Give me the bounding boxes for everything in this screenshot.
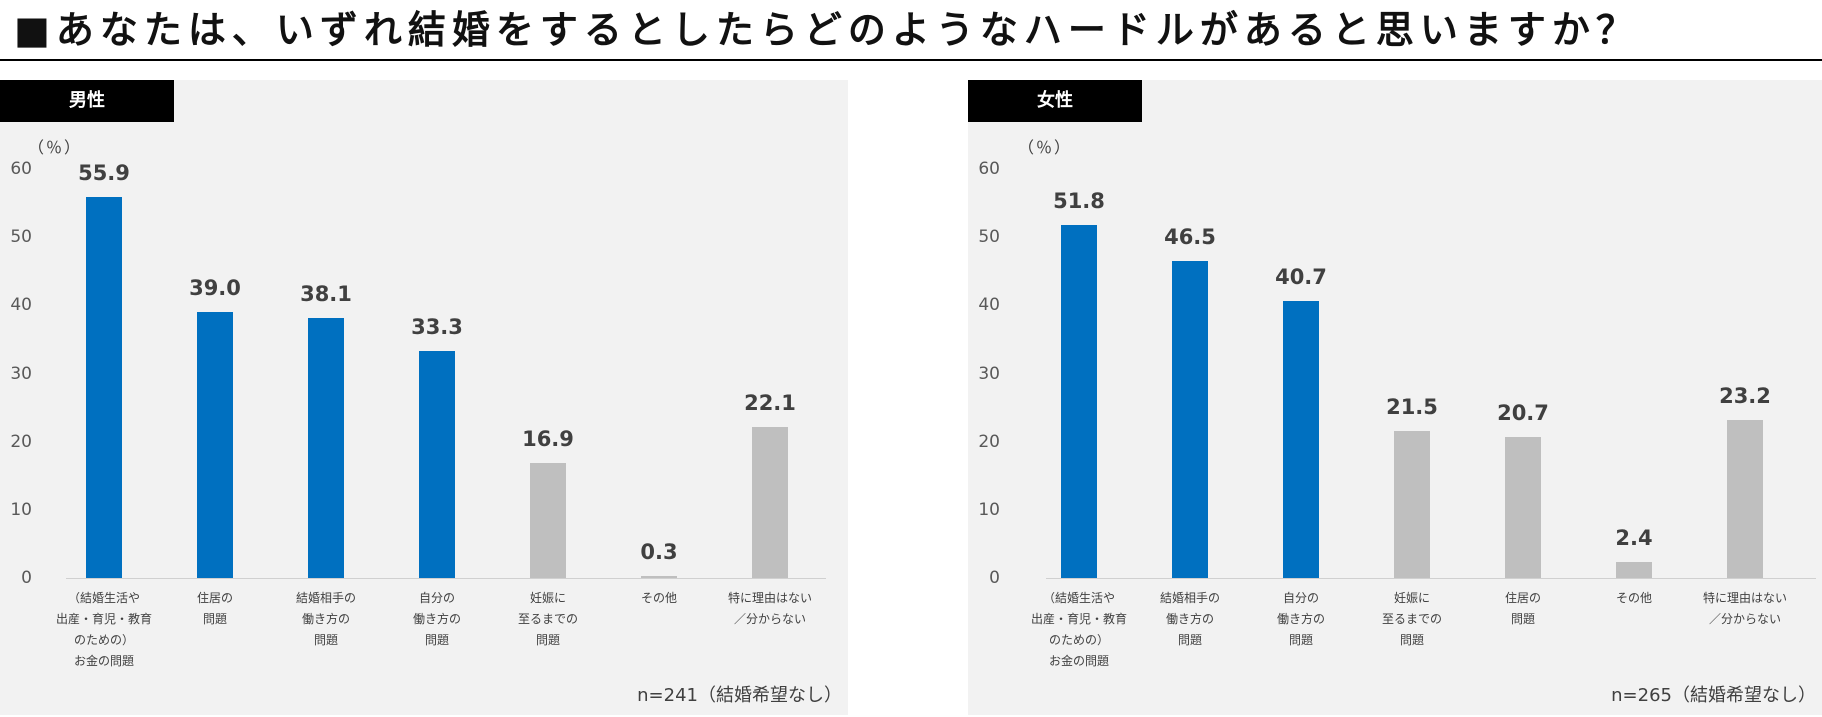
category-label: （結婚生活や 出産・育児・教育 のための） お金の問題 (1030, 591, 1127, 668)
bar-value-label: 21.5 (1386, 395, 1438, 420)
category-label: 特に理由はない ／分からない (1702, 591, 1787, 626)
bar (197, 312, 233, 578)
bar-value-label: 2.4 (1615, 525, 1653, 550)
y-tick-label: 0 (989, 568, 1000, 588)
chart-panel-male: 男性 （％） n=241（結婚希望なし） 0 10 20 30 40 50 60 55.9 （結… (0, 80, 848, 715)
category-label: その他 (640, 591, 677, 605)
sample-size-note: n=241（結婚希望なし） (637, 685, 842, 706)
bar-value-label: 40.7 (1275, 264, 1327, 289)
x-axis-baseline (66, 578, 826, 579)
y-tick-label: 40 (978, 295, 1000, 316)
category-label: 自分の 働き方の 問題 (1276, 591, 1325, 647)
y-tick-label: 30 (978, 363, 1000, 384)
title-divider (0, 59, 1822, 61)
bar (308, 318, 344, 578)
y-tick-label: 40 (10, 295, 32, 316)
y-tick-label: 30 (10, 363, 32, 384)
y-axis-unit: （％） (1018, 138, 1073, 157)
bar-value-label: 20.7 (1497, 400, 1549, 425)
bar-value-label: 22.1 (744, 391, 796, 416)
category-label: その他 (1615, 591, 1652, 605)
bar-value-label: 51.8 (1053, 188, 1105, 213)
panel-tab-male: 男性 (0, 80, 174, 122)
y-tick-label: 0 (21, 568, 32, 588)
category-label: 特に理由はない ／分からない (727, 591, 812, 626)
bar (1505, 436, 1541, 578)
y-tick-label: 10 (10, 499, 32, 520)
sample-size-note: n=265（結婚希望なし） (1611, 685, 1816, 706)
bar (1727, 419, 1763, 578)
y-tick-label: 60 (978, 159, 1000, 179)
y-tick-label: 50 (10, 227, 32, 248)
page-title: ■あなたは、いずれ結婚をするとしたらどのようなハードルがあると思いますか？ (14, 8, 1640, 52)
bar (530, 462, 566, 578)
y-tick-label: 10 (978, 499, 1000, 520)
y-tick-label: 20 (978, 431, 1000, 452)
bar (1616, 561, 1652, 578)
bar-value-label: 16.9 (522, 426, 574, 451)
category-label: 住居の 問題 (1504, 591, 1541, 626)
panel-tab-female: 女性 (968, 80, 1142, 122)
bar (1061, 224, 1097, 578)
bar (1283, 300, 1319, 578)
bar (641, 575, 677, 578)
category-label: 結婚相手の 働き方の 問題 (1159, 591, 1220, 647)
bar-value-label: 39.0 (189, 276, 241, 301)
category-label: （結婚生活や 出産・育児・教育 のための） お金の問題 (55, 591, 152, 668)
bar (419, 351, 455, 578)
bar-value-label: 33.3 (411, 315, 463, 339)
bar (752, 427, 788, 578)
bar-value-label: 55.9 (78, 160, 130, 185)
x-axis-baseline (1046, 578, 1816, 579)
chart-panel-female: 女性 （％） n=265（結婚希望なし） 0 10 20 30 40 50 60 51.8 （結… (968, 80, 1822, 715)
bar (1172, 261, 1208, 578)
category-label: 妊娠に 至るまでの 問題 (1381, 591, 1442, 647)
y-tick-label: 60 (10, 159, 32, 179)
category-label: 妊娠に 至るまでの 問題 (517, 591, 578, 647)
category-label: 結婚相手の 働き方の 問題 (295, 591, 356, 647)
bar (86, 196, 122, 578)
bar-value-label: 46.5 (1164, 225, 1216, 250)
bar-value-label: 0.3 (640, 539, 678, 564)
y-axis-unit: （％） (28, 138, 83, 157)
y-tick-label: 20 (10, 431, 32, 452)
bar-value-label: 23.2 (1719, 383, 1771, 408)
bar (1394, 431, 1430, 578)
category-label: 住居の 問題 (196, 591, 233, 626)
y-tick-label: 50 (978, 227, 1000, 248)
bar-value-label: 38.1 (300, 282, 352, 307)
category-label: 自分の 働き方の 問題 (412, 591, 461, 647)
